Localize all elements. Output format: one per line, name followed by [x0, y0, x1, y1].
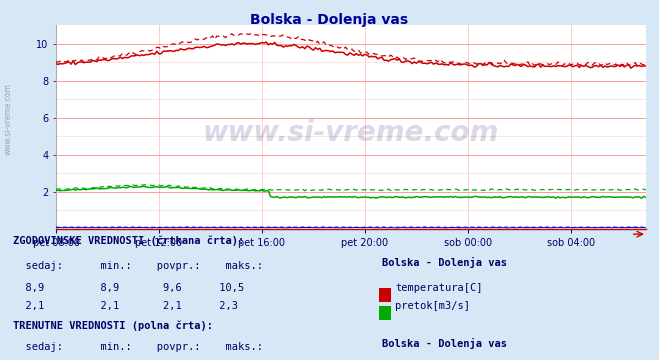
- Text: sedaj:      min.:    povpr.:    maks.:: sedaj: min.: povpr.: maks.:: [13, 261, 263, 271]
- Text: www.si-vreme.com: www.si-vreme.com: [203, 119, 499, 147]
- Text: sedaj:      min.:    povpr.:    maks.:: sedaj: min.: povpr.: maks.:: [13, 342, 263, 352]
- Text: 8,9         8,9       9,6      10,5: 8,9 8,9 9,6 10,5: [13, 283, 244, 293]
- Text: Bolska - Dolenja vas: Bolska - Dolenja vas: [382, 257, 507, 269]
- Text: TRENUTNE VREDNOSTI (polna črta):: TRENUTNE VREDNOSTI (polna črta):: [13, 320, 213, 331]
- Text: Bolska - Dolenja vas: Bolska - Dolenja vas: [382, 338, 507, 350]
- Text: www.si-vreme.com: www.si-vreme.com: [3, 83, 13, 155]
- Text: 2,1         2,1       2,1      2,3: 2,1 2,1 2,1 2,3: [13, 301, 238, 311]
- Text: pretok[m3/s]: pretok[m3/s]: [395, 301, 471, 311]
- Text: ZGODOVINSKE VREDNOSTI (črtkana črta):: ZGODOVINSKE VREDNOSTI (črtkana črta):: [13, 236, 244, 246]
- Text: temperatura[C]: temperatura[C]: [395, 283, 483, 293]
- Text: Bolska - Dolenja vas: Bolska - Dolenja vas: [250, 13, 409, 27]
